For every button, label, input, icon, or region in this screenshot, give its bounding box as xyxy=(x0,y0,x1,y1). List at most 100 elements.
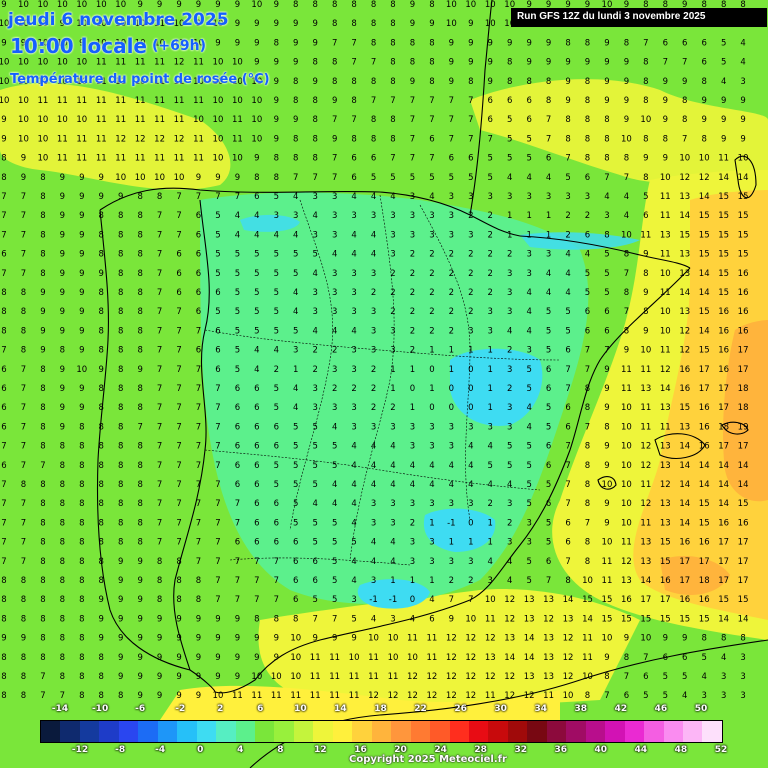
grid-value: 7 xyxy=(682,134,687,144)
grid-value: 8 xyxy=(196,576,201,586)
grid-value: 5 xyxy=(546,518,551,528)
grid-value: 10 xyxy=(57,38,68,48)
grid-value: 3 xyxy=(449,499,454,509)
grid-value: 10 xyxy=(213,115,224,125)
grid-value: 16 xyxy=(738,288,749,298)
grid-value: 5 xyxy=(235,269,240,279)
grid-value: 8 xyxy=(79,576,84,586)
grid-value: 10 xyxy=(251,77,262,87)
grid-value: 1 xyxy=(449,346,454,356)
grid-value: 5 xyxy=(565,173,570,183)
grid-value: 9 xyxy=(293,38,298,48)
grid-value: 2 xyxy=(410,250,415,260)
grid-value: 12 xyxy=(543,614,554,624)
grid-value: 8 xyxy=(137,461,142,471)
grid-value: 3 xyxy=(429,422,434,432)
grid-value: 8 xyxy=(1,326,6,336)
grid-value: 1 xyxy=(488,518,493,528)
grid-value: 7 xyxy=(21,230,26,240)
grid-value: 6 xyxy=(565,518,570,528)
grid-value: 9 xyxy=(79,230,84,240)
grid-value: 8 xyxy=(118,518,123,528)
grid-value: 8 xyxy=(99,288,104,298)
grid-value: 3 xyxy=(312,192,317,202)
hotter-zone-southeast xyxy=(660,555,730,595)
grid-value: 3 xyxy=(449,422,454,432)
grid-value: 8 xyxy=(40,653,45,663)
grid-value: 2 xyxy=(449,269,454,279)
grid-value: 8 xyxy=(157,557,162,567)
grid-value: 6 xyxy=(546,384,551,394)
grid-value: 11 xyxy=(388,672,399,682)
grid-value: 3 xyxy=(351,269,356,279)
legend-color-cell xyxy=(254,721,275,742)
grid-value: 2 xyxy=(312,346,317,356)
grid-value: 12 xyxy=(563,653,574,663)
grid-value: 10 xyxy=(660,307,671,317)
grid-value: 7 xyxy=(215,442,220,452)
grid-value: 8 xyxy=(79,422,84,432)
grid-value: 10 xyxy=(37,19,48,29)
grid-value: 3 xyxy=(507,538,512,548)
grid-value: 9 xyxy=(60,230,65,240)
grid-value: 10 xyxy=(485,0,496,10)
grid-value: 5 xyxy=(507,134,512,144)
grid-value: 10 xyxy=(135,77,146,87)
grid-value: 3 xyxy=(526,192,531,202)
grid-value: 8 xyxy=(604,154,609,164)
cool-zone-interior xyxy=(200,192,589,604)
grid-value: 9 xyxy=(526,38,531,48)
grid-value: 3 xyxy=(312,307,317,317)
grid-value: 3 xyxy=(371,346,376,356)
island-menorca xyxy=(721,421,749,435)
grid-value: 17 xyxy=(718,576,729,586)
grid-value: 8 xyxy=(157,595,162,605)
grid-value: 4 xyxy=(254,211,259,221)
grid-value: 5 xyxy=(312,595,317,605)
grid-value: 5 xyxy=(215,269,220,279)
grid-value: 7 xyxy=(21,269,26,279)
grid-value: 2 xyxy=(468,288,473,298)
grid-value: 5 xyxy=(215,307,220,317)
grid-value: 12 xyxy=(699,173,710,183)
grid-value: 10 xyxy=(699,154,710,164)
grid-value: 4 xyxy=(332,250,337,260)
grid-value: 9 xyxy=(604,77,609,87)
grid-value: 8 xyxy=(79,557,84,567)
grid-value: 8 xyxy=(604,115,609,125)
grid-value: 10 xyxy=(621,499,632,509)
grid-value: 12 xyxy=(465,653,476,663)
grid-value: 8 xyxy=(274,154,279,164)
grid-value: 8 xyxy=(643,96,648,106)
grid-value: 2 xyxy=(410,346,415,356)
grid-value: 4 xyxy=(546,269,551,279)
grid-value: 9 xyxy=(99,173,104,183)
grid-value: 3 xyxy=(488,192,493,202)
grid-value: 12 xyxy=(174,134,185,144)
grid-value: 17 xyxy=(738,538,749,548)
grid-value: 3 xyxy=(390,499,395,509)
grid-value: 8 xyxy=(79,461,84,471)
grid-value: 10 xyxy=(96,19,107,29)
grid-value: 10 xyxy=(18,115,29,125)
grid-value: 17 xyxy=(738,576,749,586)
grid-value: 9 xyxy=(312,19,317,29)
grid-value: 10 xyxy=(37,154,48,164)
grid-value: 5 xyxy=(254,288,259,298)
grid-value: 7 xyxy=(332,173,337,183)
grid-value: 4 xyxy=(351,576,356,586)
grid-value: 0 xyxy=(468,365,473,375)
copyright: Copyright 2025 Meteociel.fr xyxy=(349,754,507,765)
grid-value: 12 xyxy=(485,634,496,644)
grid-value: 10 xyxy=(57,77,68,87)
grid-value: 9 xyxy=(604,38,609,48)
grid-value: 6 xyxy=(274,442,279,452)
grid-value: 2 xyxy=(429,269,434,279)
grid-value: 3 xyxy=(390,230,395,240)
grid-value: 2 xyxy=(371,384,376,394)
grid-value: 8 xyxy=(137,499,142,509)
grid-value: 8 xyxy=(624,653,629,663)
grid-value: 7 xyxy=(624,269,629,279)
grid-value: 6 xyxy=(351,173,356,183)
grid-value: 16 xyxy=(699,403,710,413)
